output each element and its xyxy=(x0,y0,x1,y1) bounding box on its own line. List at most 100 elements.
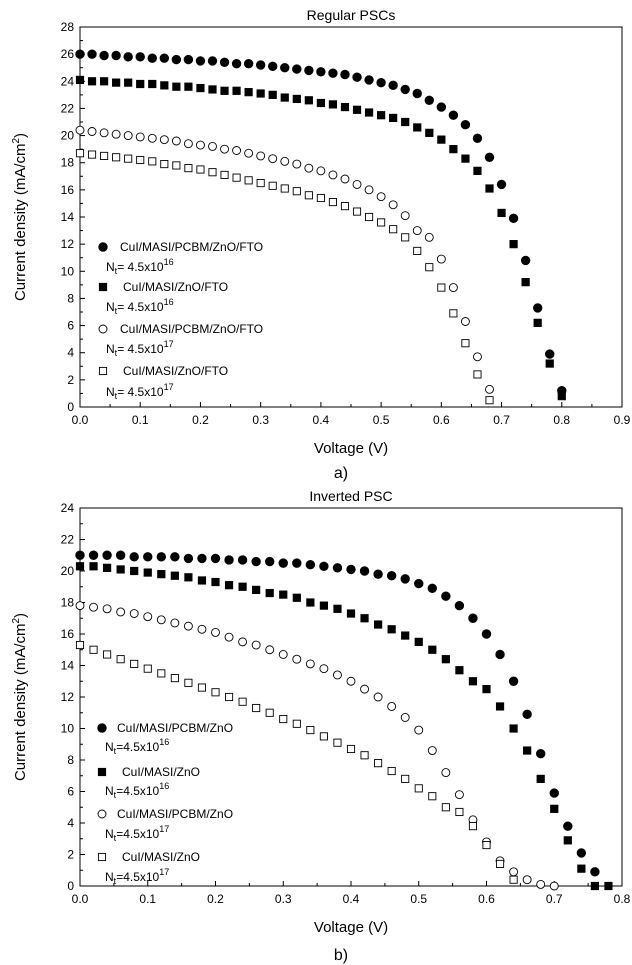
data-point xyxy=(389,113,398,123)
data-point xyxy=(75,562,85,571)
data-point xyxy=(509,875,518,884)
data-point xyxy=(278,558,288,568)
data-point xyxy=(316,193,325,203)
data-point xyxy=(280,156,290,166)
data-point xyxy=(495,649,505,660)
x-tick-label: 0.3 xyxy=(252,413,269,427)
data-point xyxy=(305,559,316,570)
data-point xyxy=(265,556,275,567)
data-point xyxy=(172,161,181,170)
data-point xyxy=(387,702,397,711)
data-point xyxy=(130,659,139,668)
data-point xyxy=(577,864,586,873)
data-point xyxy=(208,141,217,151)
y-axis-label: Current density (mA/cm2) xyxy=(11,613,29,781)
y-tick-label: 4 xyxy=(67,816,74,830)
data-point xyxy=(332,563,343,573)
series-4-square-open xyxy=(75,149,494,405)
data-point xyxy=(473,352,482,362)
data-point xyxy=(112,78,121,87)
data-point xyxy=(231,58,242,69)
data-point xyxy=(124,78,133,87)
data-point xyxy=(550,804,559,813)
data-point xyxy=(376,192,386,202)
data-point xyxy=(346,564,356,575)
data-point xyxy=(460,120,471,130)
data-point xyxy=(316,98,325,108)
y-tick-label: 10 xyxy=(61,722,75,736)
data-point xyxy=(75,125,85,135)
data-point xyxy=(102,550,112,560)
data-point xyxy=(265,588,274,598)
x-tick-label: 0.6 xyxy=(433,413,450,427)
data-point xyxy=(472,133,483,143)
data-point xyxy=(75,49,85,59)
data-point xyxy=(184,678,193,687)
data-point xyxy=(75,149,85,158)
data-point xyxy=(468,613,478,623)
x-tick-label: 0.0 xyxy=(72,892,89,906)
data-point xyxy=(563,821,573,831)
data-point xyxy=(545,349,555,359)
data-point xyxy=(135,132,145,142)
data-point xyxy=(280,63,290,73)
data-point xyxy=(279,715,288,724)
legend-marker xyxy=(97,809,107,819)
data-point xyxy=(496,179,507,190)
data-point xyxy=(268,181,277,190)
data-point xyxy=(111,129,121,139)
data-point xyxy=(508,676,519,686)
y-tick-label: 14 xyxy=(61,210,75,224)
data-point xyxy=(360,614,369,623)
data-point xyxy=(535,748,546,759)
series-3-circle-open xyxy=(75,601,559,891)
x-tick-label: 0.7 xyxy=(546,892,563,906)
data-point xyxy=(414,578,424,589)
data-point xyxy=(232,173,241,182)
data-point xyxy=(319,664,329,674)
data-point xyxy=(304,191,313,200)
data-point xyxy=(389,225,398,234)
data-point xyxy=(360,684,369,694)
data-point xyxy=(468,677,478,686)
data-point xyxy=(376,77,386,88)
chart-panel-1: 0.0 0.1 0.2 0.3 0.4 0.5 0.6 0.7 0.8 0.90246810121… xyxy=(11,7,631,482)
data-point xyxy=(412,88,422,99)
y-tick-label: 28 xyxy=(61,20,75,34)
data-point xyxy=(473,370,482,379)
data-point xyxy=(496,859,505,868)
data-point xyxy=(482,841,491,850)
data-point xyxy=(207,56,218,66)
data-point xyxy=(557,392,566,401)
data-point xyxy=(208,85,217,94)
chart-title: Inverted PSC xyxy=(309,488,392,504)
data-point xyxy=(102,604,112,614)
data-point xyxy=(373,620,383,629)
data-point xyxy=(252,585,261,594)
data-point xyxy=(292,187,301,196)
data-point xyxy=(268,90,277,99)
data-point xyxy=(316,67,326,77)
data-point xyxy=(279,590,288,599)
data-point xyxy=(292,159,302,169)
x-tick-label: 0.3 xyxy=(275,892,292,906)
data-point xyxy=(196,83,205,93)
data-point xyxy=(549,788,559,798)
data-point xyxy=(340,174,350,184)
y-axis-label: Current density (mA/cm2) xyxy=(11,133,29,301)
data-point xyxy=(183,621,193,631)
data-point xyxy=(136,79,145,89)
data-point xyxy=(159,135,169,145)
data-point xyxy=(401,233,410,242)
data-point xyxy=(87,49,97,59)
data-point xyxy=(124,154,133,163)
data-point xyxy=(484,152,495,162)
data-point xyxy=(387,766,396,776)
data-point xyxy=(328,68,338,78)
data-point xyxy=(449,145,458,154)
data-point xyxy=(373,569,383,579)
data-point xyxy=(473,166,482,175)
data-point xyxy=(89,562,98,571)
data-point xyxy=(238,637,248,647)
data-point xyxy=(75,550,85,560)
